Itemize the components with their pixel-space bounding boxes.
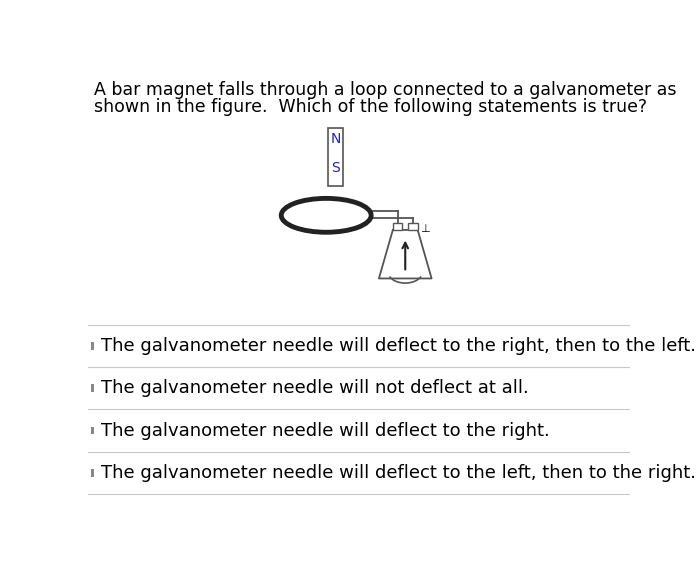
Bar	[92, 469, 94, 477]
Bar	[92, 385, 94, 392]
Text: The galvanometer needle will deflect to the right, then to the left.: The galvanometer needle will deflect to …	[102, 337, 696, 355]
Text: The galvanometer needle will not deflect at all.: The galvanometer needle will not deflect…	[102, 379, 529, 397]
Text: N: N	[330, 132, 341, 146]
Text: The galvanometer needle will deflect to the right.: The galvanometer needle will deflect to …	[102, 422, 550, 440]
Text: ⊥: ⊥	[420, 224, 430, 234]
Bar	[408, 223, 418, 230]
Text: shown in the figure.  Which of the following statements is true?: shown in the figure. Which of the follow…	[94, 98, 647, 116]
Bar	[92, 427, 94, 435]
Text: The galvanometer needle will deflect to the left, then to the right.: The galvanometer needle will deflect to …	[102, 464, 696, 482]
Text: A bar magnet falls through a loop connected to a galvanometer as: A bar magnet falls through a loop connec…	[94, 81, 676, 99]
Polygon shape	[379, 230, 432, 279]
Bar	[328, 128, 343, 186]
Bar	[92, 342, 94, 350]
Text: S: S	[331, 161, 340, 175]
Bar	[393, 223, 402, 230]
